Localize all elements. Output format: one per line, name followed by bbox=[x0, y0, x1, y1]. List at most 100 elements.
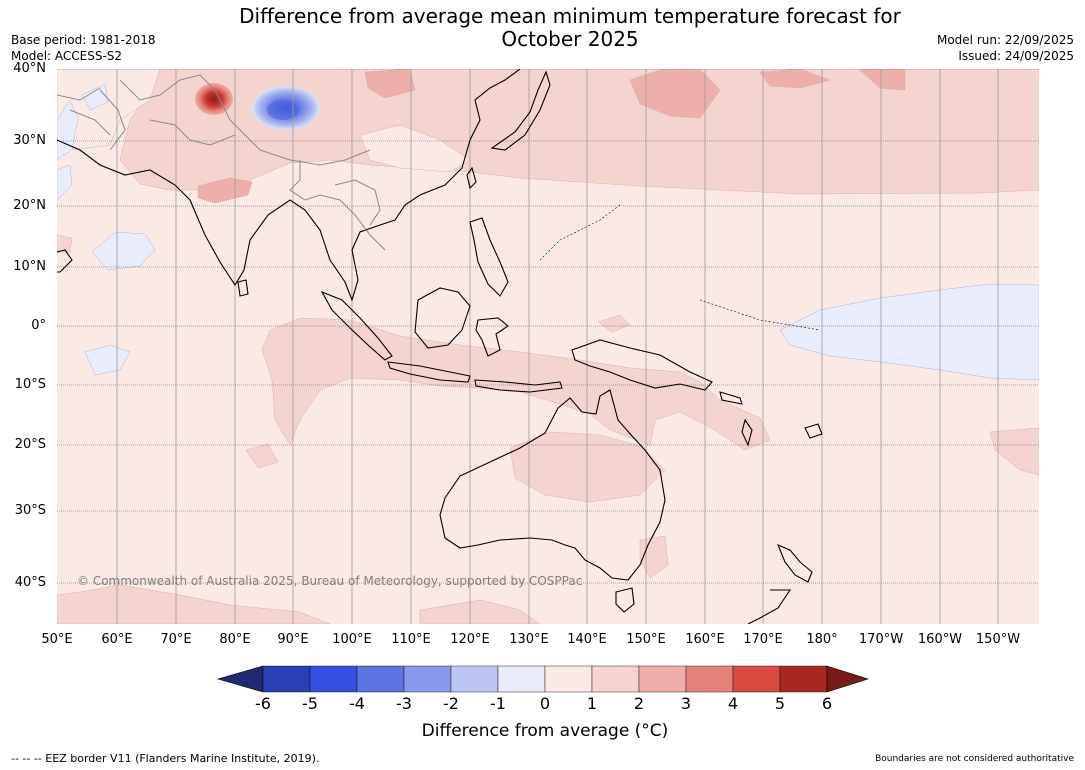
copyright-text: © Commonwealth of Australia 2025, Bureau… bbox=[77, 574, 583, 588]
arabia-coast bbox=[57, 249, 73, 273]
meta-right: Model run: 22/09/2025 Issued: 24/09/2025 bbox=[937, 32, 1074, 64]
colorbar-segment bbox=[497, 665, 546, 693]
colorbar-segment bbox=[732, 665, 781, 693]
borneo-coast bbox=[414, 287, 471, 349]
asia-mainland-coast bbox=[57, 69, 521, 302]
lat-label-20s: 20°S bbox=[14, 437, 46, 452]
sri-lanka-coast bbox=[237, 279, 249, 297]
colorbar-segment bbox=[450, 665, 499, 693]
colorbar-tick-label: 0 bbox=[539, 694, 551, 713]
lat-label-30n: 30°N bbox=[13, 133, 46, 148]
longitude-label: 160°E bbox=[685, 632, 725, 647]
middle-east-cool-patch bbox=[57, 99, 79, 161]
longitude-label: 70°E bbox=[160, 632, 192, 647]
sumatra-coast bbox=[320, 290, 393, 361]
arabian-sea-cool-patch bbox=[91, 231, 156, 271]
lat-label-40n: 40°N bbox=[13, 61, 46, 76]
west-edge-warm-patch bbox=[57, 234, 73, 253]
map-fill-layer bbox=[57, 69, 1039, 624]
colorbar-segment bbox=[544, 665, 593, 693]
colorbar-under-arrow bbox=[216, 665, 264, 693]
himalaya-warm-anomaly bbox=[195, 83, 233, 115]
longitude-label: 110°E bbox=[391, 632, 431, 647]
longitude-label: 90°E bbox=[277, 632, 309, 647]
south-pacific-warm-patch bbox=[989, 427, 1039, 476]
central-asia-cool-patch bbox=[81, 83, 109, 111]
lat-label-30s: 30°S bbox=[14, 503, 46, 518]
colorbar-tick-label: 5 bbox=[774, 694, 786, 713]
tasmania-coast bbox=[615, 587, 635, 613]
colorbar-tick-label: 2 bbox=[633, 694, 645, 713]
lat-label-0: 0° bbox=[31, 318, 46, 333]
issued-text: Issued: 24/09/2025 bbox=[958, 49, 1074, 63]
colorbar-tick-label: 4 bbox=[727, 694, 739, 713]
australia-warm-patch bbox=[509, 431, 666, 503]
longitude-label: 100°E bbox=[332, 632, 372, 647]
colorbar-segment bbox=[309, 665, 358, 693]
npacific-warm-patch-2 bbox=[759, 69, 831, 89]
colorbar-segment bbox=[403, 665, 452, 693]
north-warm-band bbox=[119, 69, 1039, 195]
longitude-label: 130°E bbox=[509, 632, 549, 647]
longitude-label: 160°W bbox=[917, 632, 963, 647]
eez-borders bbox=[539, 204, 821, 331]
longitude-label: 120°E bbox=[450, 632, 490, 647]
indian-ocean-cool-patch bbox=[84, 344, 131, 376]
title-line-2: October 2025 bbox=[501, 27, 639, 51]
longitude-label: 170°W bbox=[858, 632, 904, 647]
colorbar bbox=[216, 665, 869, 693]
graticule bbox=[57, 69, 1039, 624]
new-zealand-coast bbox=[747, 543, 813, 624]
meta-left: Base period: 1981-2018 Model: ACCESS-S2 bbox=[11, 32, 156, 64]
small-warm-patch-2 bbox=[245, 443, 279, 469]
title-line-1: Difference from average mean minimum tem… bbox=[239, 4, 901, 28]
base-period-text: Base period: 1981-2018 bbox=[11, 33, 156, 47]
southern-ocean-warm-band bbox=[57, 584, 331, 624]
model-text: Model: ACCESS-S2 bbox=[11, 49, 123, 63]
npacific-warm-patch-3 bbox=[859, 69, 906, 91]
taiwan-coast bbox=[466, 166, 477, 190]
country-borders bbox=[57, 74, 386, 251]
colorbar-tick-label: -3 bbox=[396, 694, 412, 713]
boundaries-footnote: Boundaries are not considered authoritat… bbox=[875, 754, 1074, 764]
npacific-warm-patch bbox=[629, 69, 721, 119]
colorbar-tick-label: -5 bbox=[302, 694, 318, 713]
longitude-label: 50°E bbox=[41, 632, 73, 647]
equatorial-pacific-cool-region bbox=[779, 283, 1039, 381]
india-warm-patch bbox=[197, 177, 253, 204]
colorbar-over-arrow bbox=[826, 665, 869, 693]
pacific-islands-coast bbox=[719, 391, 823, 447]
eez-footnote: -- -- -- EEZ border V11 (Flanders Marine… bbox=[11, 752, 320, 765]
lat-label-20n: 20°N bbox=[13, 198, 46, 213]
maritime-warm-region bbox=[261, 317, 771, 451]
lat-label-10n: 10°N bbox=[13, 259, 46, 274]
longitude-label: 170°E bbox=[743, 632, 783, 647]
colorbar-segment bbox=[356, 665, 405, 693]
tibet-cool-anomaly-core bbox=[267, 100, 299, 120]
lat-label-10s: 10°S bbox=[14, 377, 46, 392]
colorbar-segment bbox=[262, 665, 311, 693]
small-warm-patch-1 bbox=[597, 314, 631, 333]
page-title: Difference from average mean minimum tem… bbox=[140, 5, 1000, 51]
java-coast bbox=[387, 361, 471, 383]
colorbar-segment bbox=[685, 665, 734, 693]
colorbar-tick-label: -1 bbox=[490, 694, 506, 713]
colorbar-tick-label: -6 bbox=[255, 694, 271, 713]
colorbar-segment bbox=[779, 665, 828, 693]
model-run-text: Model run: 22/09/2025 bbox=[936, 33, 1074, 47]
sunda-coast bbox=[474, 379, 563, 393]
longitude-label: 80°E bbox=[219, 632, 251, 647]
japan-warm-patch bbox=[364, 69, 416, 99]
colorbar-segment bbox=[638, 665, 687, 693]
longitude-label: 140°E bbox=[567, 632, 607, 647]
longitude-label: 180° bbox=[806, 632, 838, 647]
colorbar-tick-label: 6 bbox=[821, 694, 833, 713]
japan-coast bbox=[490, 70, 551, 151]
longitude-label: 150°E bbox=[626, 632, 666, 647]
china-pale-patch bbox=[359, 124, 471, 173]
longitude-label: 150°W bbox=[975, 632, 1021, 647]
colorbar-tick-label: -4 bbox=[349, 694, 365, 713]
philippines-coast bbox=[469, 217, 509, 297]
lat-label-40s: 40°S bbox=[14, 575, 46, 590]
colorbar-label: Difference from average (°C) bbox=[421, 721, 669, 741]
